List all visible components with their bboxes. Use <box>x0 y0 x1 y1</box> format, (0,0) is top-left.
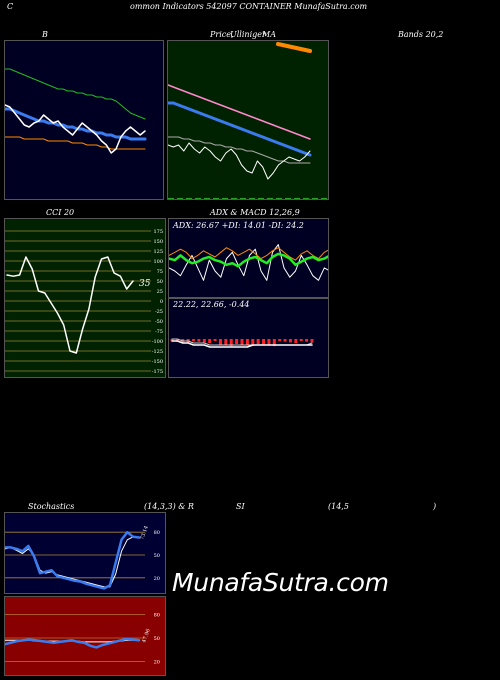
bands-title: Bands 20,2 <box>398 30 444 39</box>
macd-histogram-bar <box>170 339 174 341</box>
macd-histogram-bar <box>224 339 228 346</box>
cci-tick-label: -75 <box>155 329 163 335</box>
stoch-current-label: 73.14 <box>139 525 150 541</box>
macd-histogram-bar <box>208 339 212 344</box>
macd-histogram-bar <box>272 339 276 347</box>
bb-price-line <box>5 104 146 154</box>
adx-title: ADX & MACD 12,26,9 <box>210 208 300 217</box>
macd-histogram-bar <box>294 339 298 344</box>
rsi-panel: 80 50 20 47.96 <box>4 596 166 676</box>
cci-tick-label: -175 <box>152 369 163 375</box>
stoch-tick-label: 50 <box>154 553 160 559</box>
macd-histogram-bar <box>192 339 196 341</box>
ma-blue-line <box>168 101 312 157</box>
price-title-ma: MA <box>262 30 276 39</box>
cci-tick-label: 125 <box>153 249 163 255</box>
cci-tick-label: 175 <box>153 229 163 235</box>
macd-histogram-bar <box>278 339 282 341</box>
macd-histogram-bar <box>283 339 287 342</box>
bb-upper-band <box>5 68 146 120</box>
cci-tick-label: -150 <box>152 359 163 365</box>
macd-histogram-bar <box>213 339 217 341</box>
stoch-params: (14,3,3) & R <box>144 502 194 511</box>
long-ma-line <box>276 42 312 53</box>
macd-histogram-bar <box>240 339 244 345</box>
adx-panel: ADX: 26.67 +DI: 14.01 -DI: 24.2 <box>168 218 329 298</box>
bollinger-chart <box>5 68 147 154</box>
cci-tick-label: -25 <box>155 309 163 315</box>
bb-middle-band <box>5 107 147 141</box>
rsi-current-label: 47.96 <box>141 628 152 644</box>
adx-minus-di-line <box>169 247 328 261</box>
macd-histogram-bar <box>218 339 222 345</box>
macd-histogram-bar <box>267 339 271 346</box>
price-ma-chart <box>168 42 328 199</box>
macd-histogram-bar <box>245 339 249 346</box>
rsi-tick-label: 50 <box>154 636 160 642</box>
cci-tick-label: -50 <box>155 319 163 325</box>
cci-tick-label: -125 <box>152 349 163 355</box>
bollinger-panel <box>4 40 164 200</box>
ma-grey-line <box>168 136 311 164</box>
bb-title-b: B <box>42 30 48 39</box>
cci-title: CCI 20 <box>46 208 75 217</box>
cci-current-label: 35 <box>139 279 151 289</box>
si-title: SI <box>236 502 245 511</box>
header-text: ommon Indicators 542097 CONTAINER Munafa… <box>130 2 368 11</box>
adx-chart <box>169 244 328 281</box>
rsi-close-paren: ) <box>433 502 437 511</box>
stoch-d-line <box>5 536 140 588</box>
stochastics-panel: 80 50 20 73.14 <box>4 512 166 594</box>
macd-histogram-bar <box>229 339 233 347</box>
cci-tick-label: 0 <box>160 299 163 305</box>
macd-histogram-bar <box>256 339 260 344</box>
stoch-title: Stochastics <box>28 502 75 511</box>
adx-plus-di-line <box>169 244 328 281</box>
macd-histogram-bar <box>202 339 206 343</box>
macd-values-text: 22.22, 22.66, -0.44 <box>173 300 250 309</box>
rsi-params: (14,5 <box>328 502 349 511</box>
macd-histogram-bar <box>288 339 292 343</box>
macd-histogram-bar <box>299 339 303 341</box>
rsi-tick-label: 80 <box>154 613 160 619</box>
cci-tick-label: -100 <box>152 339 163 345</box>
cci-line <box>6 256 134 354</box>
macd-histogram-bar <box>262 339 266 345</box>
macd-panel: 22.22, 22.66, -0.44 <box>168 298 329 378</box>
price-ma-panel <box>167 40 329 200</box>
stoch-tick-label: 20 <box>154 576 160 582</box>
rsi-line <box>5 637 141 649</box>
cci-tick-label: 150 <box>153 239 163 245</box>
stoch-k-line <box>5 530 141 590</box>
stoch-tick-label: 80 <box>154 530 160 536</box>
stochastics-chart: 80 50 20 73.14 <box>5 525 160 590</box>
macd-histogram-bar <box>235 339 239 344</box>
price-title-overlap: Ulliniger <box>230 30 266 39</box>
header-c: C <box>7 2 14 11</box>
price-title: Price, <box>210 30 234 39</box>
cci-tick-label: 50 <box>157 279 163 285</box>
macd-chart <box>170 338 314 348</box>
ma-pink-line <box>168 84 311 140</box>
adx-line <box>169 252 328 268</box>
price-line <box>168 142 311 180</box>
macd-histogram-bar <box>251 339 255 347</box>
bb-lower-band <box>5 136 146 150</box>
rsi-chart: 80 50 20 47.96 <box>5 613 160 665</box>
macd-histogram-bar <box>310 339 314 343</box>
adx-values-text: ADX: 26.67 +DI: 14.01 -DI: 24.2 <box>173 221 304 230</box>
cci-panel: 175 150 125 100 75 50 25 0 -25 -50 -75 -100 -125 -150… <box>4 218 166 378</box>
cci-tick-label: 100 <box>153 259 163 265</box>
macd-histogram-bar <box>305 339 309 342</box>
macd-line <box>171 340 313 348</box>
watermark: MunafaSutra.com <box>172 568 389 597</box>
macd-histogram-bar <box>197 339 201 342</box>
cci-chart: 175 150 125 100 75 50 25 0 -25 -50 -75 -100 -125 -150… <box>5 229 163 375</box>
cci-tick-label: 25 <box>157 289 163 295</box>
cci-tick-label: 75 <box>157 269 163 275</box>
rsi-tick-label: 20 <box>154 659 160 665</box>
